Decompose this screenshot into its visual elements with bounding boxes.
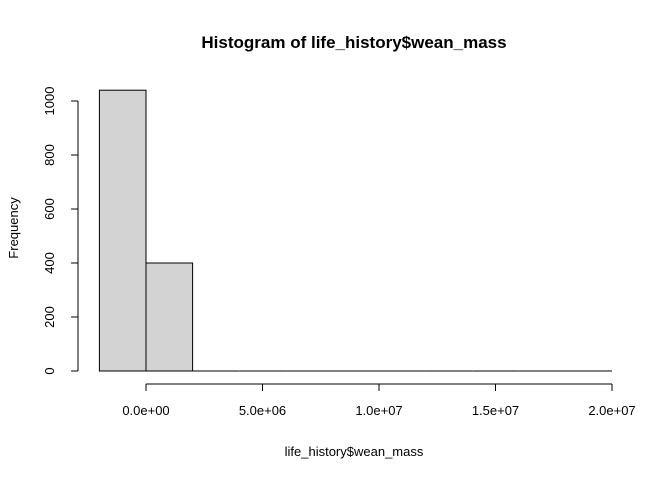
y-tick-label: 600	[42, 198, 57, 220]
histogram-bar-0	[98, 89, 147, 372]
y-tick-label: 400	[42, 252, 57, 274]
x-axis-label: life_history$wean_mass	[285, 444, 424, 459]
x-tick-label: 1.5e+07	[472, 403, 519, 418]
chart-title: Histogram of life_history$wean_mass	[201, 33, 506, 52]
x-tick-label: 2.0e+07	[588, 403, 635, 418]
x-tick-label: 0.0e+00	[122, 403, 169, 418]
y-tick-label: 0	[42, 367, 57, 374]
y-axis: 0 200 400 600 800 1000	[42, 87, 79, 375]
x-tick-label: 1.0e+07	[355, 403, 402, 418]
histogram-bar-1	[145, 262, 194, 372]
x-axis: 0.0e+00 5.0e+06 1.0e+07 1.5e+07 2.0e+07	[122, 383, 636, 418]
x-tick-label: 5.0e+06	[239, 403, 286, 418]
bars-group	[98, 89, 612, 372]
y-tick-label: 1000	[42, 87, 57, 116]
y-axis-label: Frequency	[6, 197, 21, 259]
y-tick-label: 200	[42, 306, 57, 328]
y-tick-label: 800	[42, 144, 57, 166]
